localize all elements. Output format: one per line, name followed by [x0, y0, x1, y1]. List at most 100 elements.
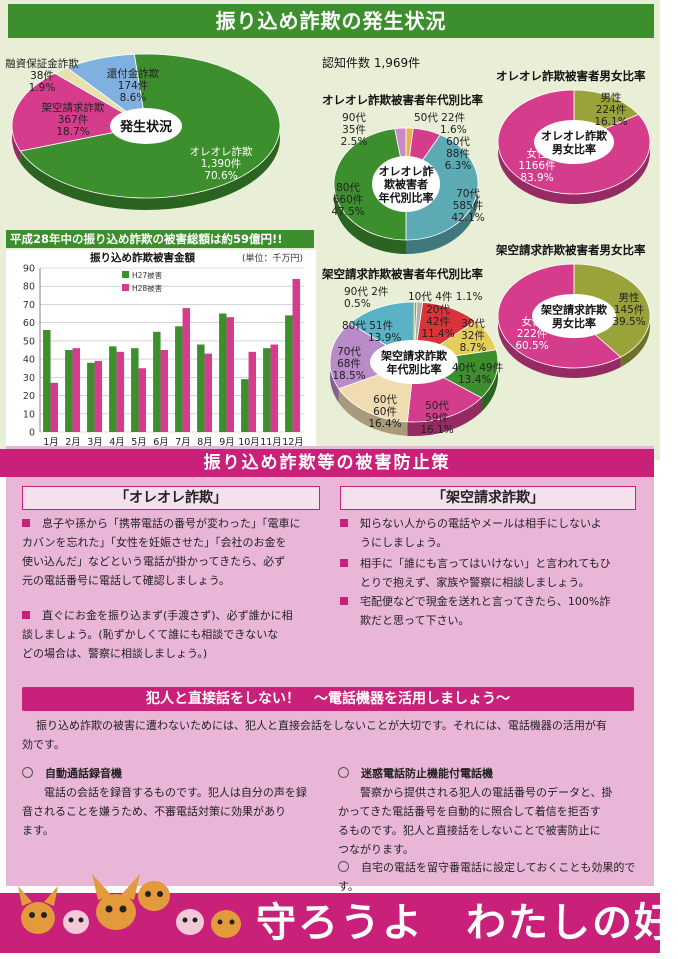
bar-H27被害-8月 — [197, 344, 205, 432]
label-fraud-loan: 融資保証金詐欺 38件 1.9% — [0, 58, 84, 94]
bar-H28被害-11月 — [270, 344, 279, 432]
label-refund: 還付金詐欺 174件 8.6% — [96, 68, 170, 104]
y-tick-label: 0 — [29, 428, 35, 439]
legend-swatch — [122, 284, 129, 291]
legend-swatch — [122, 271, 129, 278]
answering-machine-tip: 自宅の電話を留守番電話に設定しておくことも効果的です。 — [338, 861, 636, 893]
label-kaku-60s: 60代 60件 16.4% — [368, 394, 402, 430]
slice-count: 174件 — [117, 80, 149, 92]
bullet-icon — [340, 559, 348, 567]
ore-gender-pie-slice-1 — [497, 89, 651, 195]
slice-pct: 1.9% — [28, 82, 56, 94]
kaku-age-pie-center-hole — [370, 340, 458, 384]
slice-count: 38件 — [30, 70, 54, 82]
slice-pct: 8.6% — [119, 92, 147, 104]
slice-name: オレオレ詐欺 — [189, 146, 253, 158]
legend-label: H27被害 — [132, 270, 163, 280]
slice-pct: 70.6% — [204, 170, 238, 182]
circle-bullet-icon — [22, 767, 33, 778]
main-pie-slice-3 — [66, 53, 147, 127]
bar-chart-area: 振り込め詐欺被害金額 (単位：千万円) 0 10 20 30 40 50 60 70 80 90 1月 2… — [6, 250, 316, 455]
main-pie-center-hole — [110, 108, 182, 144]
bar-H27被害-7月 — [175, 326, 183, 432]
kaku-gender-pie-center-hole — [532, 294, 616, 338]
x-tick-label: 2月 — [65, 437, 81, 448]
bar-H27被害-3月 — [87, 362, 95, 432]
ore-age-pie-center-label: オレオレ詐 — [379, 164, 434, 178]
label-kaku-male: 男性 145件 39.5% — [612, 292, 646, 328]
slice-name: 融資保証金詐欺 — [5, 58, 79, 70]
bar-H28被害-6月 — [160, 350, 169, 432]
label-kaku-40s: 40代 49件 13.4% — [452, 362, 504, 386]
main-pie-chart: 発生状況 — [11, 53, 281, 211]
y-tick-label: 80 — [23, 282, 35, 293]
legend-label: H28被害 — [132, 283, 163, 293]
ore-age-pie-center-label: 欺被害者 — [384, 177, 428, 191]
label-kaku-80s: 80代 51件 13.9% — [342, 320, 402, 344]
mascot-group — [18, 874, 241, 938]
y-tick-label: 10 — [23, 409, 35, 420]
label-kaku-female: 女性 222件 60.5% — [515, 316, 549, 352]
nuisance-call-phone-item: 迷惑電話防止機能付電話機 警察から提供される犯人の電話番号のデータと、掛 かって… — [338, 767, 613, 856]
y-tick-label: 40 — [23, 355, 35, 366]
bar-chart-unit: (単位：千万円) — [242, 252, 303, 264]
page-title: 振り込め詐欺の発生状況 — [8, 4, 654, 38]
label-kaku-20s: 20代 42件 11.4% — [421, 304, 455, 340]
bar-H27被害-1月 — [43, 329, 51, 432]
bullet-icon — [340, 519, 348, 527]
label-kaku-90s: 90代 2件 0.5% — [344, 286, 389, 310]
bar-H27被害-12月 — [285, 315, 293, 432]
x-tick-label: 3月 — [87, 437, 103, 448]
x-tick-label: 7月 — [175, 437, 191, 448]
kaku-tip-3: 宅配便などで現金を送れと言ってきたら、100%詐 欺だと思って下さい。 — [340, 592, 644, 630]
kaku-age-pie-center-label: 架空請求詐欺 — [380, 349, 447, 363]
ore-age-pie-chart: オレオレ詐欺被害者年代別比率 — [333, 127, 479, 254]
label-ore-male: 男性 224件 16.1% — [594, 92, 628, 128]
monthly-damage-bar-chart: 振り込め詐欺被害金額 (単位：千万円) 0 10 20 30 40 50 60 70 80 90 1月 2… — [23, 251, 304, 448]
prevention-heading: 振り込め詐欺等の被害防止策 — [0, 449, 654, 477]
bar-H28被害-4月 — [116, 351, 125, 432]
y-tick-label: 20 — [23, 391, 35, 402]
bullet-icon — [22, 519, 30, 527]
kaku-gender-pie-center-label: 架空請求詐欺 — [540, 303, 607, 317]
label-ore-90s: 90代 35件 2.5% — [340, 112, 368, 148]
ore-age-pie-slice-3 — [333, 128, 407, 241]
label-ore-80s: 80代 660件 47.5% — [331, 182, 365, 218]
x-tick-label: 9月 — [219, 437, 235, 448]
bar-H27被害-5月 — [131, 348, 139, 432]
kaku-tip-1: 知らない人からの電話やメールは相手にしないよ うにしましょう。 — [340, 514, 644, 552]
ore-gender-pie-center-hole — [534, 120, 614, 164]
kaku-gender-pie-center-label: 男女比率 — [552, 316, 596, 330]
bar-H27被害-10月 — [241, 379, 249, 432]
label-oreore: オレオレ詐欺 1,390件 70.6% — [176, 146, 266, 182]
x-tick-label: 6月 — [153, 437, 169, 448]
slice-name: 架空請求詐欺 — [41, 102, 105, 114]
circle-bullet-icon — [338, 861, 349, 872]
main-pie-center-label: 発生状況 — [119, 119, 172, 135]
kaku-age-pie-center-label: 年代別比率 — [387, 362, 442, 376]
bar-H27被害-11月 — [263, 348, 271, 432]
total-damage-banner: 平成28年中の振り込め詐欺の被害総額は約59億円!! — [6, 230, 314, 248]
ore-tip-2: 直ぐにお金を振り込まず(手渡さず)、必ず誰かに相 談しましょう。(恥ずかしくて誰… — [22, 609, 293, 660]
label-ore-70s: 70代 585件 42.1% — [451, 188, 485, 224]
kaku-gender-title: 架空請求詐欺被害者男女比率 — [496, 243, 646, 257]
bar-H28被害-5月 — [138, 368, 147, 432]
x-tick-label: 8月 — [197, 437, 213, 448]
ore-age-pie-center-hole — [372, 156, 440, 212]
bar-H28被害-3月 — [94, 360, 103, 432]
ore-age-pie-center-label: 年代別比率 — [379, 190, 434, 204]
slice-name: 還付金詐欺 — [106, 68, 160, 80]
slice-count: 1,390件 — [200, 158, 242, 170]
kaku-tip-2: 相手に「誰にも言ってはいけない」と言われてもひ とりで抱えず、家族や警察に相談し… — [340, 554, 644, 592]
y-tick-label: 70 — [23, 300, 35, 311]
kaku-age-title: 架空請求詐欺被害者年代別比率 — [322, 267, 483, 281]
bullet-icon — [340, 597, 348, 605]
bar-H27被害-6月 — [153, 331, 161, 432]
ore-age-title: オレオレ詐欺被害者年代別比率 — [322, 93, 483, 107]
x-tick-label: 5月 — [131, 437, 147, 448]
bullet-icon — [22, 611, 30, 619]
slice-count: 367件 — [57, 114, 89, 126]
